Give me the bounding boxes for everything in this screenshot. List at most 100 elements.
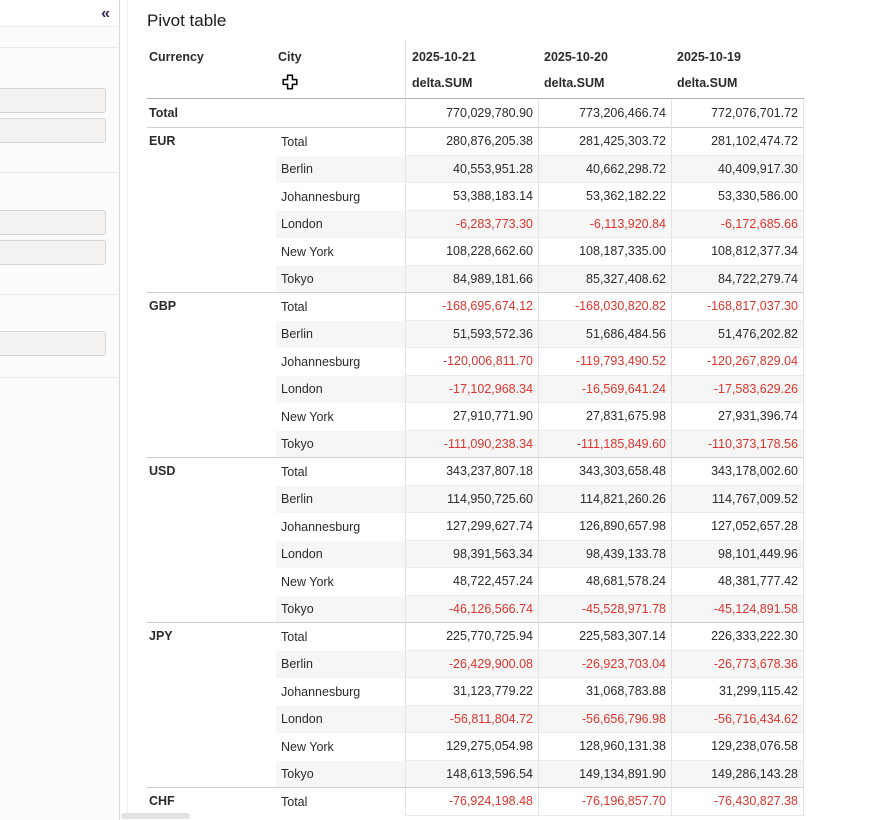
sidebar-field[interactable]: [0, 88, 106, 113]
value-cell: -26,429,900.08: [405, 650, 538, 678]
table-row: New York 129,275,054.98 128,960,131.38 129,…: [147, 733, 804, 761]
value-cell: -111,090,238.34: [405, 430, 538, 458]
value-cell: -120,267,829.04: [671, 348, 804, 376]
column-header-date-1[interactable]: 2025-10-20 delta.SUM: [538, 40, 671, 99]
table-row: London -56,811,804.72 -56,656,796.98 -56,71…: [147, 705, 804, 733]
value-cell: 343,237,807.18: [405, 458, 538, 486]
table-row: Tokyo 84,989,181.66 85,327,408.62 84,722,27…: [147, 265, 804, 293]
city-cell: Tokyo: [276, 430, 405, 458]
value-cell: 280,876,205.38: [405, 128, 538, 156]
table-row: Johannesburg -120,006,811.70 -119,793,490.…: [147, 348, 804, 376]
value-cell: -168,817,037.30: [671, 293, 804, 321]
city-cell: New York: [281, 244, 334, 259]
value-cell: -56,811,804.72: [405, 705, 538, 733]
value-cell: 129,275,054.98: [405, 733, 538, 761]
table-row: New York 48,722,457.24 48,681,578.24 48,381…: [147, 568, 804, 596]
page-title: Pivot table: [147, 11, 227, 30]
column-header-currency[interactable]: Currency: [147, 40, 276, 99]
value-cell: -119,793,490.52: [538, 348, 671, 376]
value-cell: 343,303,658.48: [538, 458, 671, 486]
value-cell: 31,123,779.22: [405, 678, 538, 706]
value-cell: 48,381,777.42: [671, 568, 804, 596]
value-cell: -26,923,703.04: [538, 650, 671, 678]
grand-total-label: Total: [147, 99, 276, 128]
table-row: JPY Total 225,770,725.94 225,583,307.14 226,…: [147, 623, 804, 788]
value-cell: 40,409,917.30: [671, 155, 804, 183]
value-cell: 149,286,143.28: [671, 760, 804, 788]
horizontal-scrollbar-thumb[interactable]: [121, 813, 190, 819]
table-row: Tokyo -46,126,566.74 -45,528,971.78 -45,124…: [147, 595, 804, 623]
value-cell: 343,178,002.60: [671, 458, 804, 486]
table-row: London 98,391,563.34 98,439,133.78 98,101,4…: [147, 540, 804, 568]
column-header-city[interactable]: City: [276, 40, 405, 99]
value-cell: 40,662,298.72: [538, 155, 671, 183]
value-cell: 98,391,563.34: [405, 540, 538, 568]
sidebar-divider: [0, 377, 118, 378]
value-cell: 770,029,780.90: [405, 99, 538, 128]
value-cell: 281,102,474.72: [671, 128, 804, 156]
city-cell: Berlin: [276, 485, 405, 513]
city-cell: London: [276, 540, 405, 568]
header-row: Currency City 2025-10-21 delta.SUM 2025-…: [147, 40, 804, 99]
value-cell: 84,722,279.74: [671, 265, 804, 293]
config-sidebar: «: [0, 0, 120, 820]
sidebar-divider: [0, 294, 118, 295]
value-cell: 84,989,181.66: [405, 265, 538, 293]
value-cell: 114,767,009.52: [671, 485, 804, 513]
value-cell: 225,583,307.14: [538, 623, 671, 651]
city-cell: London: [276, 375, 405, 403]
value-cell: 51,476,202.82: [671, 320, 804, 348]
table-row: EUR Total 280,876,205.38 281,425,303.72 281,…: [147, 128, 804, 293]
city-cell: [276, 99, 405, 128]
main-panel: Pivot table Currency City 2025-10-21 del…: [127, 0, 869, 820]
table-row: Tokyo 148,613,596.54 149,134,891.90 149,286…: [147, 760, 804, 788]
value-cell: 85,327,408.62: [538, 265, 671, 293]
table-row: Berlin -26,429,900.08 -26,923,703.04 -26,77…: [147, 650, 804, 678]
measure-label: delta.SUM: [412, 76, 473, 90]
city-cell: New York: [281, 574, 334, 589]
value-cell: 225,770,725.94: [405, 623, 538, 651]
value-cell: 98,439,133.78: [538, 540, 671, 568]
sidebar-field[interactable]: [0, 240, 106, 265]
table-row: Johannesburg 53,388,183.14 53,362,182.22 53…: [147, 183, 804, 211]
value-cell: 27,831,675.98: [538, 403, 671, 431]
city-cell: Johannesburg: [281, 189, 361, 204]
value-cell: 53,330,586.00: [671, 183, 804, 211]
city-cell: Berlin: [276, 650, 405, 678]
value-cell: 27,910,771.90: [405, 403, 538, 431]
value-cell: -56,716,434.62: [671, 705, 804, 733]
table-row: New York 108,228,662.60 108,187,335.00 108,…: [147, 238, 804, 266]
date-label: 2025-10-21: [412, 50, 476, 64]
column-header-date-0[interactable]: 2025-10-21 delta.SUM: [405, 40, 538, 99]
sidebar-divider: [0, 172, 118, 173]
value-cell: 148,613,596.54: [405, 760, 538, 788]
pivot-table: Currency City 2025-10-21 delta.SUM 2025-…: [147, 40, 804, 816]
city-cell: London: [276, 705, 405, 733]
sidebar-header: «: [0, 0, 119, 27]
value-cell: -17,583,629.26: [671, 375, 804, 403]
value-cell: 48,722,457.24: [405, 568, 538, 596]
column-header-date-2[interactable]: 2025-10-19 delta.SUM: [671, 40, 804, 99]
value-cell: 51,686,484.56: [538, 320, 671, 348]
value-cell: 108,187,335.00: [538, 238, 671, 266]
city-cell: Total: [281, 134, 308, 149]
city-cell: New York: [281, 739, 334, 754]
measure-label: delta.SUM: [677, 76, 738, 90]
sidebar-field[interactable]: [0, 118, 106, 143]
value-cell: 40,553,951.28: [405, 155, 538, 183]
sidebar-divider: [0, 47, 118, 48]
value-cell: 114,950,725.60: [405, 485, 538, 513]
value-cell: -45,528,971.78: [538, 595, 671, 623]
sidebar-field[interactable]: [0, 210, 106, 235]
value-cell: -110,373,178.56: [671, 430, 804, 458]
city-cell: Total: [281, 629, 308, 644]
value-cell: 128,960,131.38: [538, 733, 671, 761]
value-cell: 108,228,662.60: [405, 238, 538, 266]
collapse-sidebar-icon[interactable]: «: [101, 5, 110, 22]
city-cell: Total: [281, 299, 308, 314]
measure-label: delta.SUM: [544, 76, 605, 90]
table-row: London -17,102,968.34 -16,569,641.24 -17,58…: [147, 375, 804, 403]
sidebar-field[interactable]: [0, 331, 106, 356]
city-cell: Total: [281, 464, 308, 479]
table-row: Tokyo -111,090,238.34 -111,185,849.60 -110,…: [147, 430, 804, 458]
